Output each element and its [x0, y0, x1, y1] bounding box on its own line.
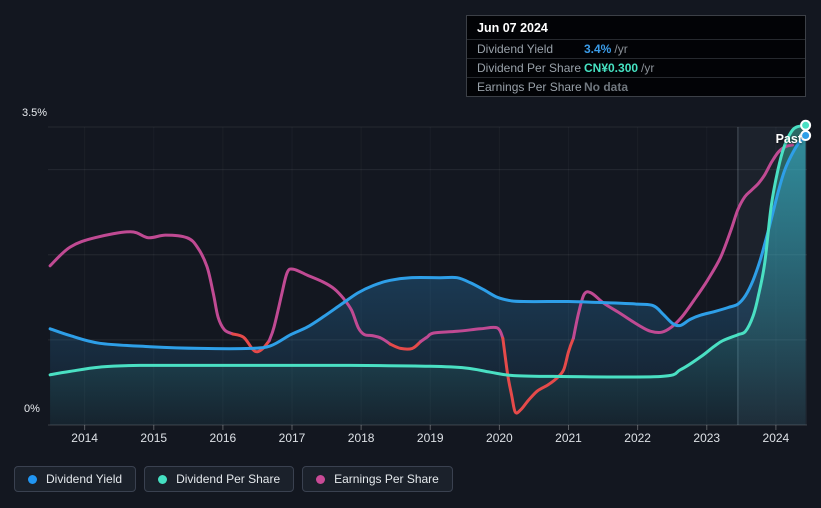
tooltip: Jun 07 2024 Dividend Yield 3.4% /yr Divi…: [466, 15, 806, 97]
legend-label: Earnings Per Share: [334, 472, 439, 486]
dividend-yield-line: [48, 134, 808, 351]
earnings-per-share-line: [419, 325, 505, 344]
y-axis-max-label: 3.5%: [22, 107, 48, 119]
tooltip-row-earnings-per-share: Earnings Per Share No data: [467, 78, 805, 96]
series-end-marker-dividend-yield: [800, 130, 812, 142]
tooltip-unit: /yr: [641, 61, 655, 75]
tooltip-row-dividend-per-share: Dividend Per Share CN¥0.300 /yr: [467, 59, 805, 78]
y-axis-min-label: 0%: [24, 403, 40, 415]
x-axis-label-2014: 2014: [71, 431, 98, 445]
past-region-label: Past: [775, 132, 802, 146]
tooltip-value: 3.4%: [584, 42, 612, 56]
legend-dividend-per-share[interactable]: Dividend Per Share: [144, 466, 295, 492]
series-end-marker-dividend-per-share: [800, 119, 812, 131]
earnings-per-share-line-negative: [501, 336, 575, 415]
x-axis-label-2018: 2018: [347, 431, 375, 445]
x-axis-label-2020: 2020: [486, 431, 513, 445]
legend-label: Dividend Yield: [46, 472, 123, 486]
area-dividend-yield: [50, 135, 806, 425]
legend-label: Dividend Per Share: [176, 472, 281, 486]
x-axis-label-2017: 2017: [278, 431, 306, 445]
chart-legend: Dividend Yield Dividend Per Share Earnings…: [14, 466, 453, 492]
tooltip-label: Dividend Per Share: [477, 61, 582, 75]
x-axis-label-2022: 2022: [624, 431, 651, 445]
tooltip-label: Dividend Yield: [477, 42, 554, 56]
x-axis: 2014 2015 2016 2017 2018 2019 2020 2021 2022 2023…: [0, 431, 821, 447]
x-axis-label-2016: 2016: [209, 431, 237, 445]
tooltip-date: Jun 07 2024: [467, 16, 805, 40]
legend-earnings-per-share[interactable]: Earnings Per Share: [302, 466, 453, 492]
x-axis-label-2019: 2019: [416, 431, 444, 445]
legend-dividend-yield[interactable]: Dividend Yield: [14, 466, 137, 492]
legend-dot-icon: [158, 474, 168, 484]
x-axis-label-2024: 2024: [762, 431, 790, 445]
tooltip-unit: /yr: [614, 42, 628, 56]
area-dividend-per-share: [50, 125, 806, 426]
x-axis-label-2023: 2023: [693, 431, 721, 445]
x-axis-label-2015: 2015: [140, 431, 168, 445]
tooltip-value: No data: [584, 80, 629, 94]
earnings-per-share-line: [267, 267, 392, 346]
earnings-per-share-line-negative: [388, 340, 423, 351]
legend-dot-icon: [316, 474, 326, 484]
x-axis-label-2021: 2021: [555, 431, 582, 445]
dividend-per-share-line: [48, 123, 808, 379]
earnings-per-share-line: [48, 230, 235, 336]
tooltip-row-dividend-yield: Dividend Yield 3.4% /yr: [467, 40, 805, 59]
tooltip-value: CN¥0.300: [584, 61, 639, 75]
tooltip-label: Earnings Per Share: [477, 80, 582, 94]
legend-dot-icon: [28, 474, 37, 484]
